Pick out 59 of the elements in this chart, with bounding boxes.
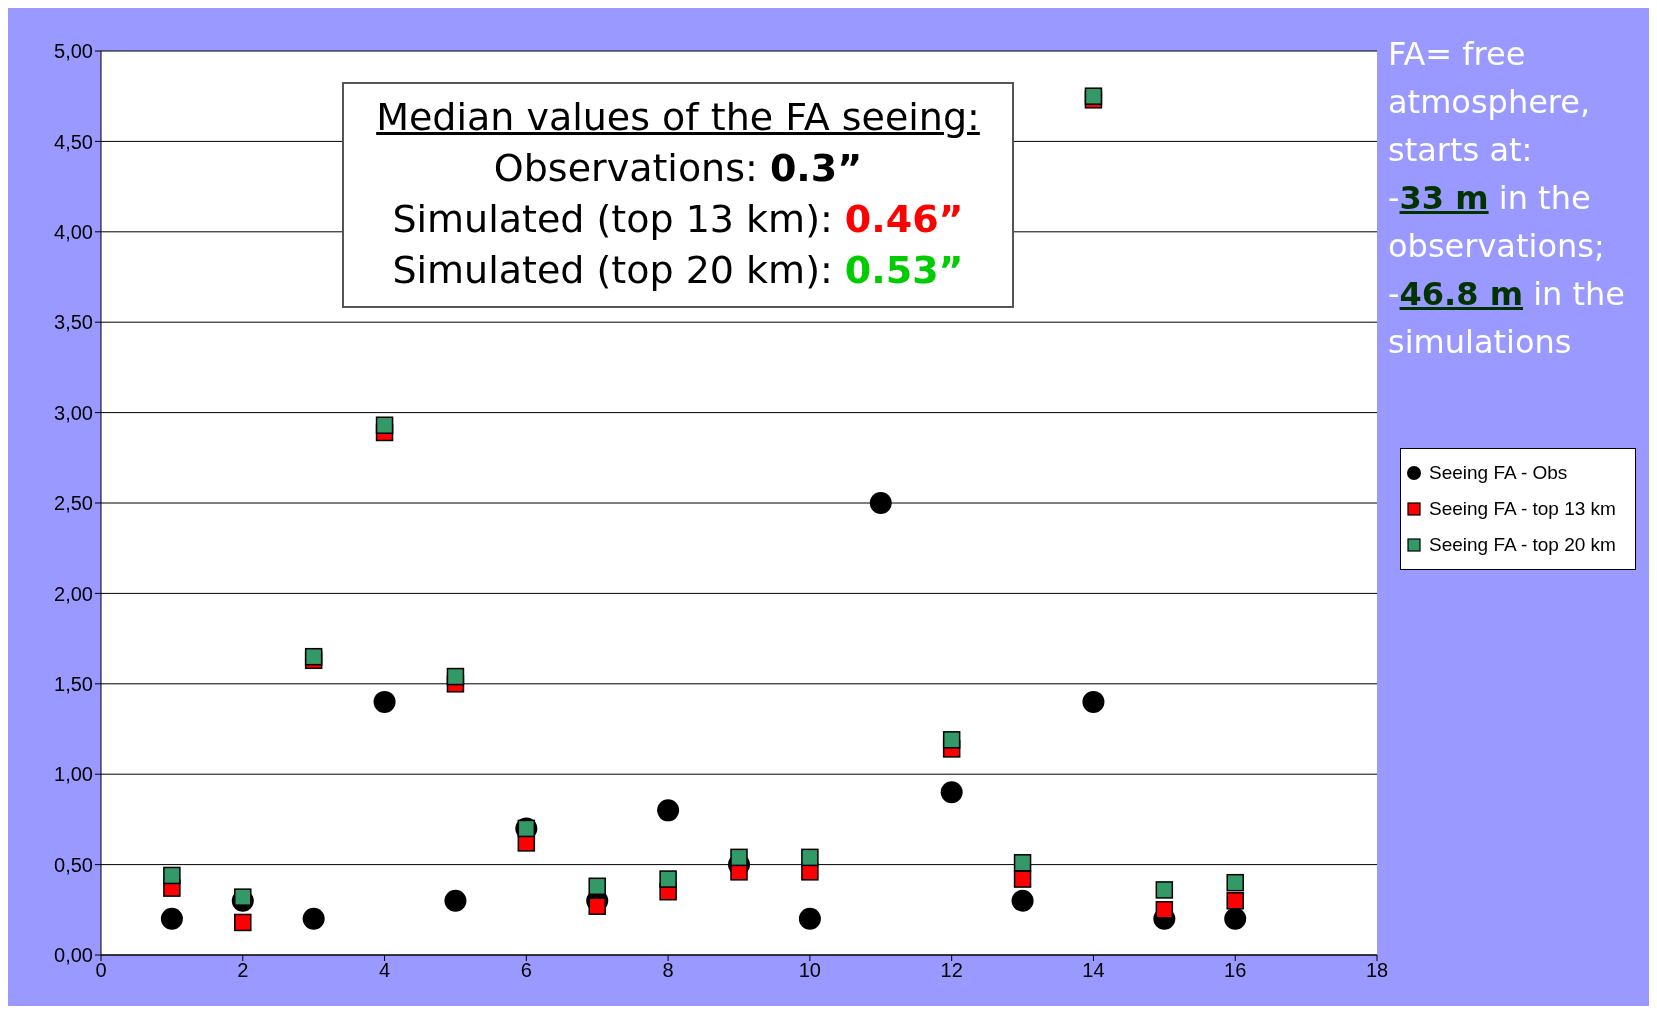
- y-tick-label: 4,00: [54, 220, 93, 243]
- point: [869, 492, 892, 514]
- text: FA= free atmosphere, starts at:: [1388, 34, 1592, 171]
- point: [798, 907, 821, 930]
- point: [1011, 889, 1034, 912]
- point: [1226, 873, 1244, 892]
- y-tick-label: 0,00: [54, 944, 93, 967]
- point: [1013, 854, 1032, 872]
- point: [1155, 881, 1174, 899]
- point: [657, 799, 680, 822]
- point: [160, 907, 183, 930]
- y-tick-label: 5,00: [54, 40, 93, 63]
- text: -46.8 m in the simulations: [1388, 274, 1626, 363]
- point: [446, 667, 465, 686]
- annotation: Simulated (top 20 km): 0.53”: [392, 248, 964, 292]
- point: [163, 866, 181, 885]
- legend-label: Seeing FA - top 20 km: [1429, 533, 1616, 557]
- point: [588, 897, 606, 915]
- point: [1084, 87, 1103, 105]
- y-tick-label: 1,50: [54, 672, 93, 695]
- x-tick-label: 0: [95, 959, 107, 982]
- point: [444, 889, 467, 912]
- x-tick-label: 12: [940, 959, 963, 982]
- x-tick-label: 16: [1224, 959, 1247, 982]
- point: [942, 731, 961, 749]
- annotation: Simulated (top 13 km): 0.46”: [392, 197, 964, 241]
- y-tick-label: 2,00: [54, 582, 93, 605]
- point: [588, 877, 606, 896]
- point: [1224, 907, 1247, 930]
- point: [1155, 901, 1174, 919]
- y-tick-label: 3,50: [54, 311, 93, 334]
- text: -33 m in the observations;: [1388, 178, 1606, 267]
- point: [730, 848, 748, 867]
- y-tick-label: 0,50: [54, 853, 93, 876]
- y-tick-label: 4,50: [54, 130, 93, 153]
- x-tick-label: 2: [237, 959, 249, 982]
- legend-label: Seeing FA - Obs: [1429, 461, 1568, 485]
- point: [234, 913, 252, 932]
- point: [659, 870, 677, 888]
- annotation: Observations: 0.3”: [493, 146, 863, 190]
- x-tick-label: 8: [662, 959, 674, 982]
- y-tick-label: 3,00: [54, 401, 93, 424]
- y-tick-label: 1,00: [54, 763, 93, 786]
- x-tick-label: 18: [1365, 959, 1389, 982]
- point: [801, 848, 819, 867]
- point: [375, 416, 394, 435]
- point: [1226, 892, 1244, 910]
- point: [1082, 690, 1105, 713]
- x-tick-label: 6: [520, 959, 532, 982]
- point: [302, 907, 325, 930]
- point: [940, 781, 963, 804]
- x-tick-label: 4: [378, 959, 391, 982]
- point: [304, 647, 323, 666]
- x-tick-label: 10: [798, 959, 822, 982]
- legend-label: Seeing FA - top 13 km: [1429, 497, 1616, 521]
- point: [373, 690, 396, 713]
- x-tick-label: 14: [1082, 959, 1105, 982]
- y-tick-label: 2,50: [54, 492, 93, 515]
- annotation: Median values of the FA seeing:: [376, 95, 980, 139]
